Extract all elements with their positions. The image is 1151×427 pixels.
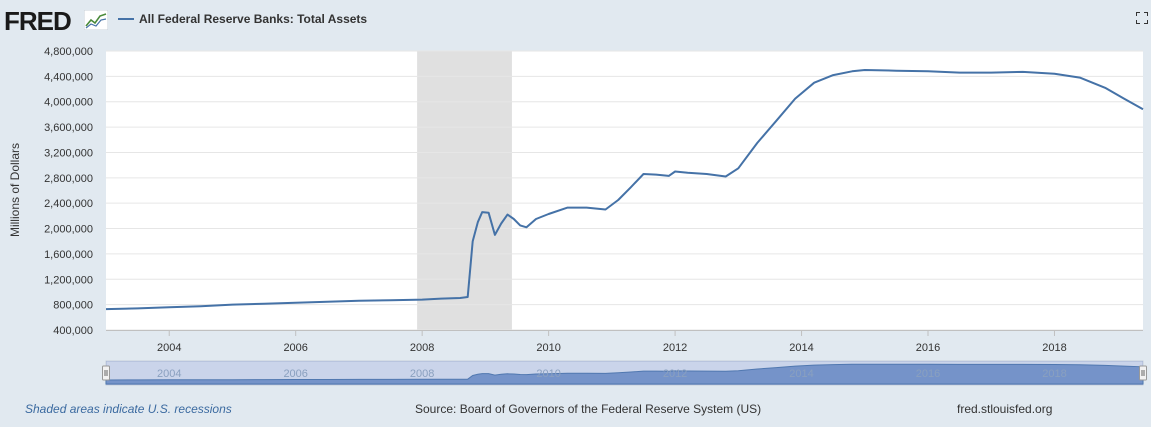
navigator-tick-label-2: 2008 xyxy=(410,368,434,380)
chart-legend[interactable]: All Federal Reserve Banks: Total Assets xyxy=(118,12,367,26)
x-tick-label-5: 2014 xyxy=(789,342,813,354)
x-tick-label-2: 2008 xyxy=(410,342,434,354)
x-tick-label-0: 2004 xyxy=(157,342,181,354)
plot-area xyxy=(106,51,1143,330)
chart-header: FRED All Federal Reserve Banks: Total As… xyxy=(0,0,1151,40)
navigator-tick-label-3: 2010 xyxy=(536,368,560,380)
y-tick-label-2: 1,200,000 xyxy=(44,274,93,286)
navigator-selection[interactable] xyxy=(106,361,1143,385)
site-link[interactable]: fred.stlouisfed.org xyxy=(957,402,1053,416)
y-tick-label-8: 3,600,000 xyxy=(44,122,93,134)
navigator-tick-label-6: 2016 xyxy=(916,368,940,380)
y-tick-label-1: 800,000 xyxy=(53,300,93,312)
x-tick-label-4: 2012 xyxy=(663,342,687,354)
recession-note-link[interactable]: Shaded areas indicate U.S. recessions xyxy=(25,402,232,416)
navigator-series-area xyxy=(105,363,1144,385)
y-tick-label-10: 4,400,000 xyxy=(44,71,93,83)
x-tick-label-1: 2006 xyxy=(283,342,307,354)
legend-swatch xyxy=(118,18,134,20)
y-tick-label-3: 1,600,000 xyxy=(44,249,93,261)
y-tick-label-4: 2,000,000 xyxy=(44,224,93,236)
fred-logo-chart-icon xyxy=(84,10,108,30)
navigator-tick-label-7: 2018 xyxy=(1042,368,1066,380)
navigator-right-handle[interactable] xyxy=(1139,365,1147,381)
y-tick-label-9: 4,000,000 xyxy=(44,97,93,109)
navigator-tick-label-5: 2014 xyxy=(789,368,813,380)
navigator-tick-label-1: 2006 xyxy=(283,368,307,380)
y-tick-label-7: 3,200,000 xyxy=(44,147,93,159)
series-line-0 xyxy=(105,69,1144,311)
navigator-tick-label-0: 2004 xyxy=(157,368,181,380)
x-tick-label-6: 2016 xyxy=(916,342,940,354)
y-axis-label: Millions of Dollars xyxy=(8,143,22,237)
y-tick-label-11: 4,800,000 xyxy=(44,46,93,58)
x-tick-label-3: 2010 xyxy=(536,342,560,354)
navigator-tick-label-4: 2012 xyxy=(663,368,687,380)
legend-label: All Federal Reserve Banks: Total Assets xyxy=(139,12,368,26)
source-text: Source: Board of Governors of the Federa… xyxy=(415,402,762,416)
navigator-left-handle[interactable] xyxy=(102,365,110,381)
y-tick-label-6: 2,800,000 xyxy=(44,173,93,185)
recession-shade-0 xyxy=(417,51,512,330)
x-tick-label-7: 2018 xyxy=(1042,342,1066,354)
y-tick-label-5: 2,400,000 xyxy=(44,198,93,210)
fred-logo[interactable]: FRED xyxy=(4,6,72,36)
y-tick-label-0: 400,000 xyxy=(53,325,93,337)
